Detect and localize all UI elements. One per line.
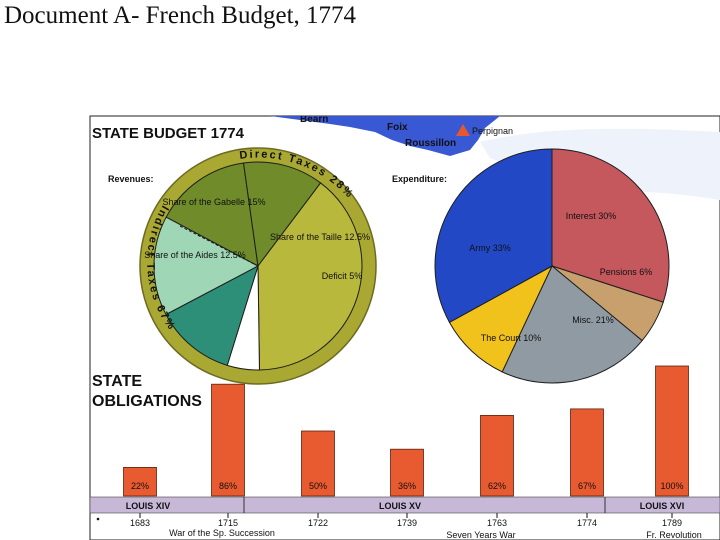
obligation-bar-1774 (570, 408, 604, 497)
year-label-1683: 1683 (130, 518, 150, 528)
map-region (270, 116, 500, 156)
obligation-bar-1715 (211, 383, 245, 497)
year-label-1739: 1739 (397, 518, 417, 528)
budget-title: STATE BUDGET 1774 (92, 125, 245, 142)
expenditure-slice-0 (551, 148, 670, 303)
obligation-value-label: 22% (131, 481, 149, 491)
map-label-perpignan: Perpignan (472, 126, 513, 136)
obligations-title-line-1: STATE (92, 373, 142, 390)
obligation-bar-1739 (390, 448, 424, 497)
revenue-pie: Direct Taxes 28% Indirect Taxes 67% Shar… (139, 147, 377, 385)
obligation-value-label: 36% (398, 481, 416, 491)
revenue-slice-0 (165, 162, 259, 267)
city-marker-icon (456, 124, 470, 136)
expenditure-slice-4 (434, 148, 553, 324)
revenue-slice-1 (242, 161, 322, 268)
expenditure-pie: Interest 30% Pensions 6% Misc. 21% The C… (434, 148, 670, 384)
obligation-value-label: 100% (660, 481, 683, 491)
reign-louis-xvi: LOUIS XVI (640, 501, 685, 511)
revenue-slice-4 (165, 264, 259, 366)
obligation-bar-1763 (480, 414, 514, 497)
event-french-revolution: Fr. Revolution (646, 530, 702, 540)
year-label-1763: 1763 (487, 518, 507, 528)
obligation-value-label: 50% (309, 481, 327, 491)
reign-louis-xv: LOUIS XV (379, 501, 421, 511)
deficit-label: Deficit 5% (322, 271, 363, 281)
year-label-1774: 1774 (577, 518, 597, 528)
timeline-dot (96, 517, 100, 521)
expenditure-slice-3 (448, 264, 554, 373)
obligations-bar-chart: 22% 86% 50% 36% 62% 67% 100% (123, 365, 689, 497)
court-label: The Court 10% (481, 333, 542, 343)
obligations-title-part: STATE (92, 373, 142, 390)
pensions-label: Pensions 6% (600, 267, 653, 277)
gabelle-label: Share of the Gabelle 15% (162, 197, 265, 207)
revenue-slice-2 (257, 182, 363, 371)
map-label-roussillon: Roussillon (405, 138, 456, 149)
obligations-title-part: OBLIGATIONS (92, 393, 202, 410)
reign-louis-xiv: LOUIS XIV (126, 501, 171, 511)
map-label-foix: Foix (387, 122, 408, 133)
expenditure-slice-2 (501, 265, 643, 384)
expenditure-heading: Expenditure: (392, 174, 447, 184)
timeline-band (89, 496, 720, 514)
obligation-bar-1789 (655, 365, 689, 497)
year-label-1715: 1715 (218, 518, 238, 528)
obligation-bar-1722 (301, 430, 335, 497)
misc-label: Misc. 21% (572, 315, 614, 325)
obligations-title-line-2: OBLIGATIONS (92, 393, 202, 410)
event-war-spanish-succession: War of the Sp. Succession (169, 528, 275, 538)
aides-label: Share of the Aides 12.5% (144, 250, 246, 260)
taille-label: Share of the Taille 12.5% (270, 232, 370, 242)
army-label: Army 33% (469, 243, 511, 253)
reign-timeline: LOUIS XIV LOUIS XV LOUIS XVI 1683 1715 172… (89, 496, 720, 540)
year-label-1722: 1722 (308, 518, 328, 528)
map-label-bearn: Bearn (300, 114, 328, 125)
year-label-1789: 1789 (662, 518, 682, 528)
obligation-value-label: 86% (219, 481, 237, 491)
interest-label: Interest 30% (566, 211, 617, 221)
revenues-heading: Revenues: (108, 174, 154, 184)
obligation-value-label: 62% (488, 481, 506, 491)
revenue-slice-5 (153, 216, 260, 316)
slide-title: Document A- French Budget, 1774 (4, 2, 357, 29)
obligation-bar-1683 (123, 466, 157, 497)
obligation-value-label: 67% (578, 481, 596, 491)
event-seven-years-war: Seven Years War (446, 530, 515, 540)
